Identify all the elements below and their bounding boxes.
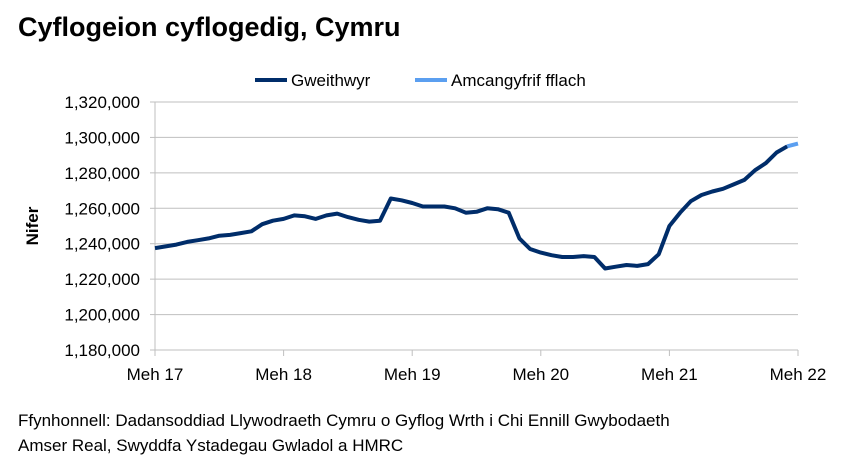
source-line-1: Ffynhonnell: Dadansoddiad Llywodraeth Cy… [18, 411, 670, 430]
y-tick-label: 1,180,000 [64, 341, 140, 360]
x-tick-label: Meh 19 [384, 365, 441, 384]
y-tick-label: 1,280,000 [64, 164, 140, 183]
source-note: Ffynhonnell: Dadansoddiad Llywodraeth Cy… [18, 408, 838, 458]
y-tick-label: 1,320,000 [64, 93, 140, 112]
y-axis-label: Nifer [23, 206, 42, 245]
series-line-flash-estimate [786, 141, 799, 149]
legend-label: Amcangyfrif fflach [451, 71, 586, 90]
x-tick-label: Meh 22 [770, 365, 827, 384]
legend-label: Gweithwyr [291, 71, 371, 90]
y-tick-label: 1,260,000 [64, 199, 140, 218]
y-tick-label: 1,240,000 [64, 235, 140, 254]
source-line-2: Amser Real, Swyddfa Ystadegau Gwladol a … [18, 436, 404, 455]
y-tick-label: 1,300,000 [64, 128, 140, 147]
y-tick-label: 1,200,000 [64, 306, 140, 325]
x-tick-label: Meh 17 [127, 365, 184, 384]
series-line-gweithwyr [154, 144, 789, 271]
x-tick-label: Meh 20 [512, 365, 569, 384]
y-tick-label: 1,220,000 [64, 270, 140, 289]
chart-title: Cyflogeion cyflogedig, Cymru [18, 12, 401, 42]
x-tick-label: Meh 21 [641, 365, 698, 384]
x-tick-label: Meh 18 [255, 365, 312, 384]
